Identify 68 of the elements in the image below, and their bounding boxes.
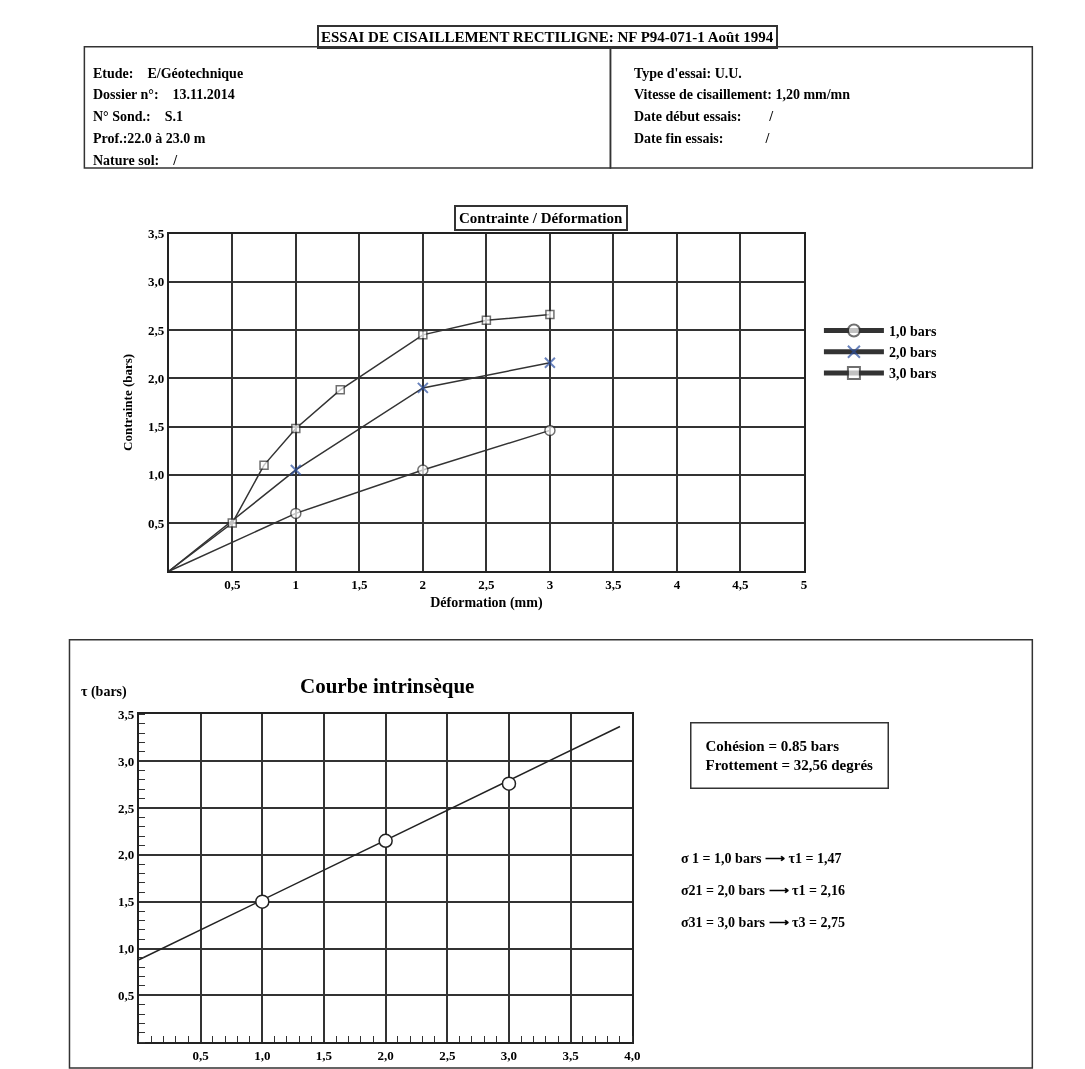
point — [481, 315, 492, 326]
x-tick-label: 5 — [800, 576, 808, 592]
point — [290, 507, 302, 520]
text: σ21 = 2,0 bars ⟶ τ1 = 2,16 — [681, 883, 845, 898]
x-tick-label: 0,5 — [224, 576, 241, 592]
y-tick-label: 3,5 — [118, 706, 135, 722]
text: Frottement = 32,56 degrés — [705, 757, 874, 773]
point — [378, 833, 393, 849]
x-tick-label: 2 — [419, 576, 427, 592]
text: Etude: E/Géotechnique — [93, 66, 244, 81]
text: Cohésion = 0.85 bars — [705, 737, 840, 754]
y-tick-label: 0,5 — [147, 515, 165, 531]
text: N° Sond.: S.1 — [93, 109, 184, 124]
x-tick-label: 2,0 — [377, 1047, 394, 1063]
y-tick-label: 3,0 — [118, 753, 135, 769]
point — [545, 309, 555, 320]
legend-label: 3,0 bars — [888, 366, 937, 382]
chart-title: Contrainte / Déformation — [459, 210, 623, 226]
x-tick-label: 0,5 — [192, 1047, 210, 1063]
point — [291, 423, 301, 434]
y-tick-label: 2,5 — [118, 800, 135, 816]
y-tick-label: 3,5 — [147, 226, 165, 242]
legend-label: 2,0 bars — [888, 345, 937, 361]
x-axis-title: Déformation (mm) — [430, 594, 543, 611]
text: Dossier n°: 13.11.2014 — [93, 87, 235, 102]
point — [544, 424, 556, 437]
y-tick-label: 2,0 — [147, 370, 165, 386]
point — [227, 518, 238, 528]
text: ESSAI DE CISAILLEMENT RECTILIGNE: NF P94-071-1 Août 1994 — [321, 29, 774, 45]
x-tick-label: 3,5 — [562, 1047, 580, 1063]
x-tick-label: 3,0 — [500, 1047, 518, 1063]
text: σ31 = 3,0 bars ⟶ τ3 = 2,75 — [681, 915, 845, 930]
y-tick-label: 1,5 — [147, 419, 165, 435]
x-tick-label: 1,0 — [254, 1047, 271, 1063]
y-axis-title: Contrainte (bars) — [120, 353, 136, 451]
x-tick-label: 4,5 — [732, 576, 750, 592]
x-tick-label: 3 — [546, 576, 554, 592]
x-tick-label: 4 — [673, 576, 681, 592]
x-tick-label: 1,5 — [351, 576, 368, 592]
text: σ 1 = 1,0 bars ⟶ τ1 = 1,47 — [681, 851, 842, 866]
text: Type d'essai: U.U. — [634, 66, 742, 81]
y-tick-label: 2,5 — [147, 322, 165, 338]
y-tick-label: 1,0 — [147, 467, 165, 483]
point — [255, 894, 270, 909]
text: Nature sol: / — [93, 153, 179, 168]
point — [259, 460, 269, 470]
x-tick-label: 2,5 — [439, 1047, 456, 1063]
text: Date fin essais: / — [634, 131, 771, 146]
chart-title: Courbe intrinsèque — [300, 674, 475, 698]
x-tick-label: 1,5 — [315, 1047, 333, 1063]
y-tick-label: 1,0 — [118, 941, 135, 957]
x-tick-label: 3,5 — [605, 576, 623, 592]
point — [418, 330, 428, 340]
y-axis-title: τ (bars) — [81, 684, 128, 700]
y-tick-label: 3,0 — [147, 274, 165, 290]
y-tick-label: 2,0 — [118, 847, 135, 863]
point — [335, 385, 346, 395]
text: Vitesse de cisaillement: 1,20 mm/mn — [634, 87, 851, 102]
legend-label: 1,0 bars — [888, 324, 937, 340]
y-tick-label: 1,5 — [118, 894, 135, 910]
text: Date début essais: / — [634, 109, 775, 124]
point — [501, 776, 517, 791]
text: Prof.:22.0 à 23.0 m — [93, 131, 206, 146]
x-tick-label: 1 — [292, 576, 300, 592]
point — [417, 464, 429, 476]
y-tick-label: 0,5 — [118, 987, 135, 1003]
x-tick-label: 2,5 — [478, 576, 496, 592]
x-tick-label: 4,0 — [624, 1047, 641, 1063]
